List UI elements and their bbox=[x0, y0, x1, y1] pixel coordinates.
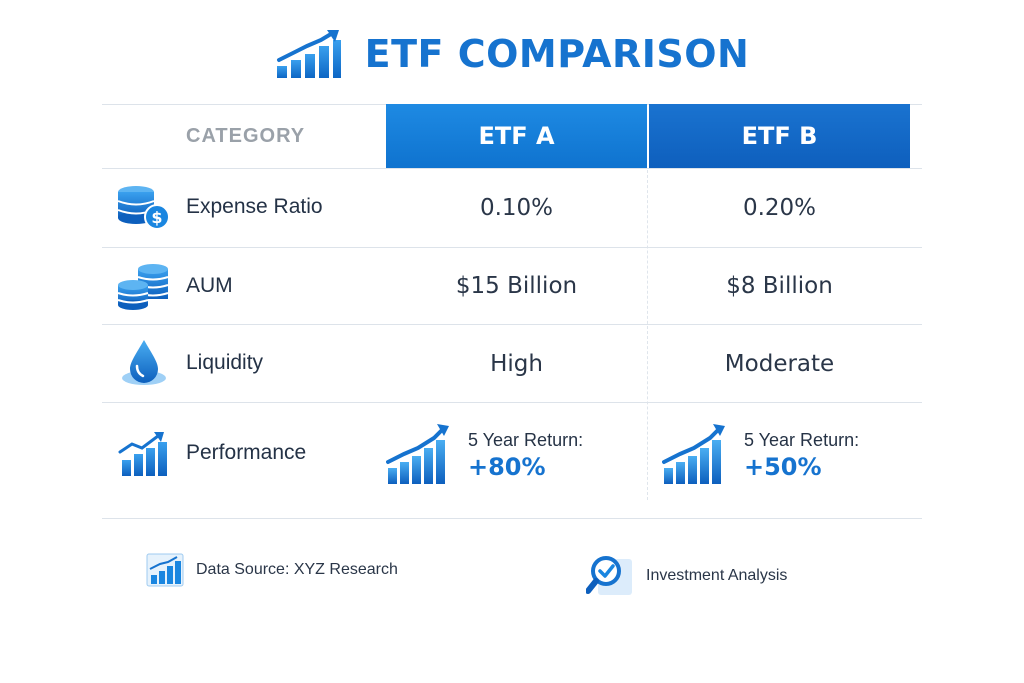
etf-b-value: Moderate bbox=[724, 351, 835, 377]
data-source-note: Data Source: XYZ Research bbox=[146, 553, 398, 587]
etf-b-value: 0.20% bbox=[742, 195, 817, 221]
etf-a-value: High bbox=[490, 351, 543, 377]
divider bbox=[102, 402, 922, 403]
return-value: +80% bbox=[468, 452, 546, 481]
investment-analysis-text: Investment Analysis bbox=[646, 567, 788, 584]
growth-chart-icon bbox=[386, 424, 449, 484]
growth-chart-icon bbox=[662, 424, 725, 484]
table-row-performance: Performance 5 Year Return: +80% bbox=[102, 402, 922, 518]
divider bbox=[102, 168, 922, 169]
divider bbox=[102, 247, 922, 248]
table-row-expense-ratio: $ Expense Ratio 0.10% 0.20% bbox=[102, 168, 922, 247]
water-drop-icon bbox=[122, 340, 166, 385]
etf-a-value: 0.10% bbox=[479, 195, 554, 221]
coins-dollar-icon: $ bbox=[117, 186, 170, 230]
investment-analysis-note: Investment Analysis bbox=[586, 553, 787, 599]
bar-chart-icon bbox=[118, 432, 167, 476]
etf-a-performance: 5 Year Return: +80% bbox=[386, 424, 583, 486]
return-label: 5 Year Return: bbox=[468, 429, 584, 450]
row-label: Performance bbox=[186, 441, 307, 464]
etf-a-value: $15 Billion bbox=[455, 273, 578, 299]
return-label: 5 Year Return: bbox=[744, 429, 860, 450]
coin-stacks-icon bbox=[117, 264, 169, 310]
column-separator bbox=[647, 170, 648, 500]
chart-growth-icon bbox=[276, 30, 341, 78]
category-header: CATEGORY bbox=[186, 124, 306, 147]
etf-b-performance: 5 Year Return: +50% bbox=[662, 424, 859, 486]
column-header-etf-b: ETF B bbox=[649, 104, 910, 168]
page-title: ETF COMPARISON bbox=[364, 32, 750, 76]
return-value: +50% bbox=[744, 452, 822, 481]
divider bbox=[102, 324, 922, 325]
svg-text:$: $ bbox=[151, 208, 162, 227]
magnifier-check-icon bbox=[586, 556, 632, 595]
table-row-liquidity: Liquidity High Moderate bbox=[102, 324, 922, 402]
row-label: AUM bbox=[186, 274, 233, 297]
etf-b-value: $8 Billion bbox=[726, 273, 833, 299]
column-header-etf-a: ETF A bbox=[386, 104, 647, 168]
page-header: ETF COMPARISON bbox=[0, 28, 1024, 80]
data-source-text: Data Source: XYZ Research bbox=[196, 561, 398, 578]
report-chart-icon bbox=[146, 553, 184, 587]
row-label: Expense Ratio bbox=[186, 195, 323, 218]
table-row-aum: AUM $15 Billion $8 Billion bbox=[102, 247, 922, 324]
row-label: Liquidity bbox=[186, 351, 264, 374]
divider bbox=[102, 518, 922, 519]
